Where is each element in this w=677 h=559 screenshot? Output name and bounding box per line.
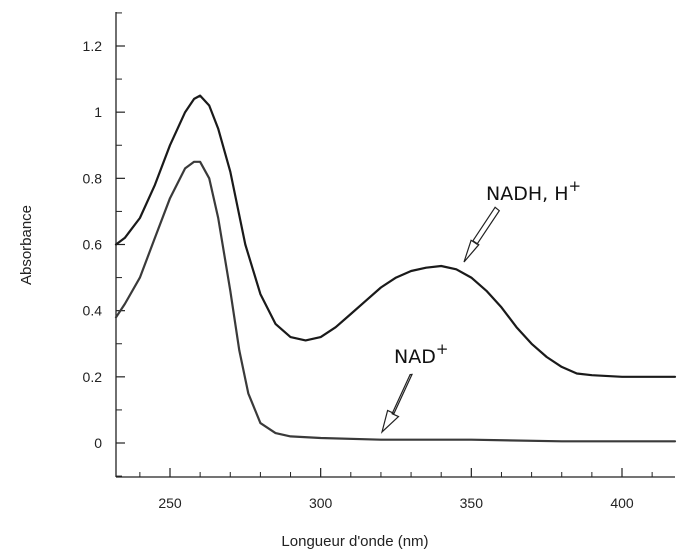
axis-ticks: 0 0.2 0.4 0.6 0.8 1 1.2 250 300 350 400 xyxy=(83,12,653,511)
x-tick-label: 350 xyxy=(460,495,484,511)
nadh-annotation-label: NADH, H+ xyxy=(486,177,581,205)
x-tick-label: 300 xyxy=(309,495,333,511)
y-tick-label: 1 xyxy=(94,104,102,120)
y-tick-label: 0.8 xyxy=(83,170,103,186)
y-tick-label: 1.2 xyxy=(83,38,103,54)
x-tick-label: 250 xyxy=(158,495,182,511)
x-tick-label: 400 xyxy=(610,495,634,511)
y-tick-label: 0 xyxy=(94,435,102,451)
y-tick-label: 0.6 xyxy=(83,237,103,253)
nad-annotation-label: NAD+ xyxy=(394,340,448,368)
nadh-series-line xyxy=(114,94,677,378)
data-series xyxy=(114,94,677,443)
nadh-arrow-icon xyxy=(463,206,501,263)
y-tick-label: 0.4 xyxy=(83,303,103,319)
nad-arrow-icon xyxy=(380,373,413,434)
y-tick-label: 0.2 xyxy=(83,369,103,385)
x-axis-title: Longueur d'onde (nm) xyxy=(281,533,428,550)
y-axis-title: Absorbance xyxy=(18,205,35,285)
nad-series-line xyxy=(114,160,677,443)
